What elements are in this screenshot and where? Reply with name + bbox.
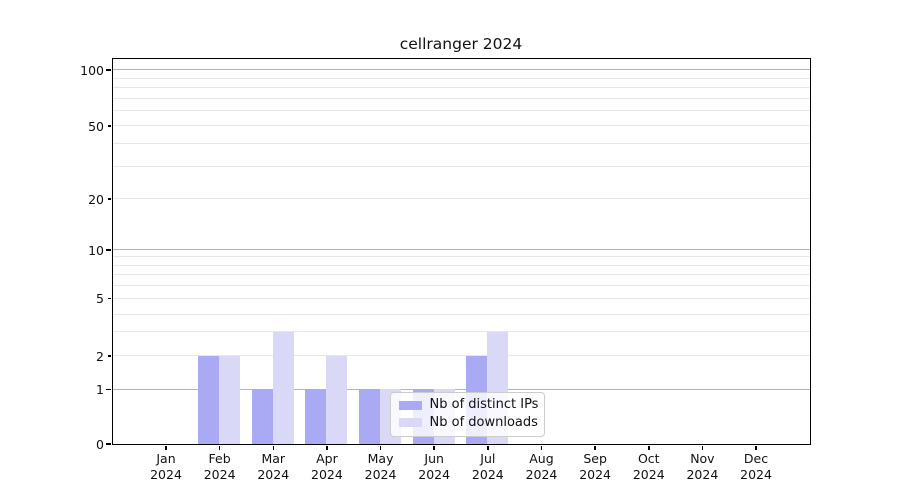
y-tick-label: 2 — [96, 348, 104, 364]
x-tick-label: Nov 2024 — [686, 451, 719, 482]
chart-title: cellranger 2024 — [399, 35, 523, 53]
y-gridline-minor — [112, 125, 810, 126]
x-tick-label: Oct 2024 — [632, 451, 665, 482]
y-tick — [108, 297, 111, 300]
legend-label-downloads: Nb of downloads — [429, 414, 538, 430]
x-tick — [433, 445, 435, 450]
bar-downloads — [272, 331, 294, 444]
y-gridline-minor — [112, 264, 810, 266]
y-gridline-minor — [112, 273, 810, 275]
bar-distinct-ips — [359, 389, 381, 444]
legend: Nb of distinct IPs Nb of downloads — [389, 391, 545, 437]
x-tick — [701, 445, 704, 450]
y-gridline-major — [112, 69, 810, 70]
y-gridline-major — [112, 388, 810, 390]
y-gridline-minor — [112, 256, 810, 258]
legend-label-distinct-ips: Nb of distinct IPs — [429, 397, 539, 413]
x-tick — [540, 445, 543, 450]
y-gridline-minor — [112, 110, 810, 112]
y-tick — [108, 125, 111, 127]
x-tick — [326, 445, 328, 450]
y-tick — [106, 388, 111, 391]
y-gridline-minor — [112, 331, 810, 332]
y-tick-label: 1 — [96, 382, 104, 397]
y-gridline-minor — [112, 97, 810, 99]
x-tick-label: Dec 2024 — [740, 451, 772, 482]
bar-distinct-ips — [251, 389, 273, 444]
bar-distinct-ips — [198, 355, 220, 444]
x-tick-label: Jan 2024 — [150, 451, 182, 482]
y-tick-label: 0 — [96, 436, 104, 452]
y-tick-label: 50 — [88, 118, 104, 134]
y-gridline-minor — [112, 87, 810, 89]
y-tick-label: 10 — [88, 242, 104, 258]
x-tick — [487, 445, 489, 450]
x-tick — [648, 445, 650, 450]
y-gridline-minor — [112, 284, 810, 286]
x-tick-label: Jun 2024 — [418, 451, 451, 482]
y-tick-label: 100 — [80, 62, 104, 78]
gridlines-layer — [112, 59, 810, 444]
y-gridline-minor — [112, 198, 810, 199]
legend-item-distinct-ips: Nb of distinct IPs — [398, 397, 539, 413]
y-tick — [108, 355, 111, 357]
x-tick-label: Sep 2024 — [579, 451, 612, 482]
y-tick-label: 5 — [96, 291, 104, 306]
bar-downloads — [219, 355, 241, 444]
bar-distinct-ips — [305, 389, 327, 444]
y-gridline-minor — [112, 142, 810, 144]
x-tick-label: Mar 2024 — [257, 451, 290, 482]
x-tick-label: May 2024 — [364, 451, 397, 482]
x-tick — [755, 445, 757, 450]
y-tick-label: 20 — [88, 191, 104, 207]
x-tick-label: Feb 2024 — [203, 451, 236, 482]
x-tick — [594, 445, 596, 450]
x-tick — [379, 445, 382, 450]
y-gridline-minor — [112, 355, 810, 356]
x-tick-label: Apr 2024 — [311, 451, 343, 482]
x-tick-label: Jul 2024 — [471, 451, 504, 482]
y-gridline-minor — [112, 314, 810, 315]
x-tick — [272, 445, 275, 450]
x-tick-label: Aug 2024 — [525, 451, 558, 482]
legend-swatch-distinct-ips — [398, 400, 422, 410]
bars-layer — [113, 59, 810, 444]
y-tick — [106, 443, 111, 445]
y-tick — [106, 249, 111, 251]
y-gridline-minor — [112, 165, 810, 167]
y-tick — [108, 198, 111, 200]
plot-area: Nb of distinct IPs Nb of downloads — [111, 57, 811, 445]
y-gridline-minor — [112, 77, 810, 79]
legend-item-downloads: Nb of downloads — [398, 414, 538, 431]
y-gridline-major — [112, 249, 810, 250]
legend-swatch-downloads — [398, 418, 422, 428]
y-tick — [106, 69, 111, 71]
x-tick — [165, 445, 167, 450]
y-gridline-minor — [112, 297, 810, 299]
x-tick — [218, 445, 221, 450]
bar-downloads — [326, 355, 348, 444]
